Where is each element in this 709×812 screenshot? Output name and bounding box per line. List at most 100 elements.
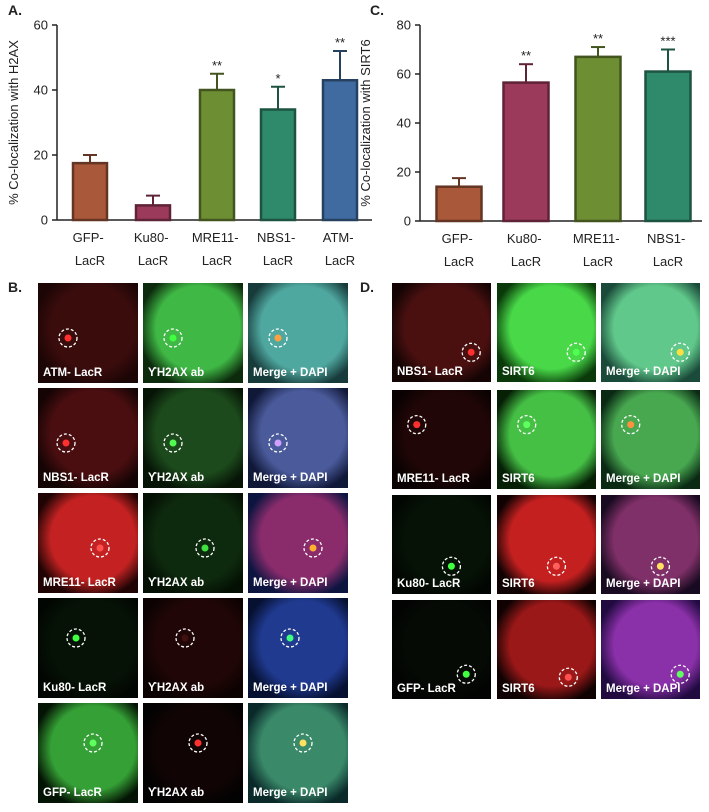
focus-circle [293, 733, 313, 753]
error-bar [452, 177, 466, 187]
focus-dot [447, 562, 455, 570]
micrograph-label: SIRT6 [502, 473, 535, 485]
micrograph-label: GFP- LacR [397, 683, 456, 695]
micrograph-label: ϒH2AX ab [148, 472, 204, 484]
focus-circle [441, 556, 462, 576]
x-tick-label: NBS1- LacR [647, 231, 689, 269]
micrograph: ϒH2AX ab [143, 283, 243, 383]
micrograph-image [497, 600, 596, 699]
focus-circle [268, 328, 288, 348]
focus-dot [523, 421, 531, 429]
focus-circle [407, 414, 427, 435]
micrograph-label: Merge + DAPI [606, 366, 680, 378]
micrograph: Merge + DAPI [248, 388, 348, 488]
focus-dot [656, 562, 664, 570]
significance: *** [660, 34, 675, 49]
focus-dot [462, 670, 470, 678]
error-bar [146, 194, 160, 206]
micrograph: GFP- LacR [392, 600, 491, 699]
micrograph: ϒH2AX ab [143, 388, 243, 488]
micrograph-label: Merge + DAPI [606, 473, 680, 485]
micrograph: Merge + DAPI [248, 703, 348, 803]
focus-circle [90, 538, 110, 558]
panel-label: A. [8, 2, 22, 18]
focus-dot [89, 739, 97, 747]
focus-circle [56, 433, 76, 453]
error-bar [83, 154, 97, 164]
micrograph: ϒH2AX ab [143, 598, 243, 698]
micrograph-label: MRE11- LacR [43, 577, 117, 589]
error-bar [661, 48, 675, 72]
y-tick-label: 60 [397, 67, 411, 82]
focus-dot [274, 439, 282, 447]
micrograph-image [248, 388, 348, 488]
focus-circle [670, 342, 690, 362]
focus-dot [62, 439, 70, 447]
y-tick-label: 80 [397, 18, 411, 33]
focus-circle [66, 628, 86, 648]
micrograph-image [392, 390, 491, 489]
error-bar [591, 46, 605, 57]
micrograph-image [392, 495, 491, 594]
micrograph: GFP- LacR [38, 703, 138, 803]
micrograph-label: ϒH2AX ab [148, 682, 204, 694]
focus-dot [286, 634, 294, 642]
micrograph-image [38, 493, 138, 593]
micrograph-label: Ku80- LacR [43, 682, 107, 694]
error-bar [333, 50, 347, 81]
x-tick-label: NBS1- LacR [257, 230, 299, 268]
micrograph: Ku80- LacR [38, 598, 138, 698]
bar [71, 161, 109, 222]
micrograph-image [497, 495, 596, 594]
micrograph-image [38, 388, 138, 488]
y-tick-label: 0 [404, 214, 411, 229]
focus-dot [309, 544, 317, 552]
error-bar [271, 85, 285, 110]
focus-circle [163, 433, 183, 453]
bar [134, 204, 172, 222]
panel-label: C. [370, 2, 384, 18]
y-tick-label: 0 [41, 213, 48, 228]
focus-circle [280, 628, 300, 648]
focus-dot [299, 739, 307, 747]
y-tick-label: 60 [34, 18, 48, 33]
focus-circle [195, 538, 215, 558]
micrograph-image [248, 703, 348, 803]
focus-circle [546, 556, 567, 576]
micrograph-image [601, 283, 700, 382]
micrograph: Ku80- LacR [392, 495, 491, 594]
micrograph-label: Merge + DAPI [606, 683, 680, 695]
focus-dot [552, 562, 560, 570]
micrograph-image [497, 390, 596, 489]
focus-dot [169, 439, 177, 447]
y-tick-label: 20 [397, 165, 411, 180]
focus-dot [194, 739, 202, 747]
focus-dot [201, 544, 209, 552]
micrograph-image [143, 283, 243, 383]
micrograph: SIRT6 [497, 600, 596, 699]
focus-dot [169, 334, 177, 342]
micrograph: NBS1- LacR [38, 388, 138, 488]
focus-circle [461, 342, 481, 362]
micrograph: Merge + DAPI [601, 495, 700, 594]
micrograph: Merge + DAPI [601, 600, 700, 699]
micrograph-image [248, 493, 348, 593]
focus-dot [467, 348, 475, 356]
significance: * [275, 71, 280, 86]
focus-dot [64, 334, 72, 342]
micrograph: Merge + DAPI [601, 283, 700, 382]
y-axis-label: % Co-localization with H2AX [6, 40, 21, 205]
bar [435, 185, 483, 223]
bar [198, 88, 236, 222]
focus-dot [676, 348, 684, 356]
micrograph-label: Ku80- LacR [397, 578, 461, 590]
micrograph-label: Merge + DAPI [253, 787, 327, 799]
focus-dot [181, 634, 189, 642]
micrograph: ϒH2AX ab [143, 703, 243, 803]
focus-circle [558, 667, 578, 687]
x-tick-label: ATM- LacR [323, 230, 357, 268]
bar [321, 79, 359, 222]
focus-dot [676, 670, 684, 678]
bar [644, 70, 692, 223]
